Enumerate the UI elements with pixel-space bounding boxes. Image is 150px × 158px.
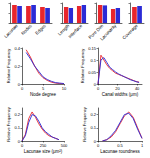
svg-text:40: 40 bbox=[135, 86, 140, 91]
svg-text:1: 1 bbox=[141, 143, 144, 148]
svg-text:Lacunae roundness: Lacunae roundness bbox=[100, 149, 140, 154]
svg-text:0: 0 bbox=[21, 86, 24, 91]
svg-text:Length: Length bbox=[57, 23, 71, 37]
svg-text:0: 0 bbox=[97, 86, 100, 91]
svg-text:0.2: 0.2 bbox=[14, 64, 20, 69]
svg-text:Relative Frequency: Relative Frequency bbox=[6, 49, 11, 83]
svg-text:0.2: 0.2 bbox=[90, 112, 96, 117]
svg-text:Nodes: Nodes bbox=[20, 23, 33, 36]
svg-text:0.4: 0.4 bbox=[14, 46, 20, 51]
svg-text:0: 0 bbox=[21, 143, 24, 148]
svg-text:0.2: 0.2 bbox=[14, 112, 20, 117]
svg-text:0.1: 0.1 bbox=[90, 125, 96, 130]
svg-text:Lacunae: Lacunae bbox=[3, 23, 19, 39]
svg-text:500: 500 bbox=[61, 143, 68, 148]
svg-text:10: 10 bbox=[62, 86, 67, 91]
svg-text:0.15: 0.15 bbox=[88, 46, 97, 51]
svg-text:0: 0 bbox=[17, 81, 20, 87]
svg-text:0: 0 bbox=[93, 81, 96, 87]
svg-text:Relative Frequency: Relative Frequency bbox=[6, 107, 11, 141]
svg-text:0: 0 bbox=[17, 138, 20, 144]
svg-text:5: 5 bbox=[42, 86, 45, 91]
svg-text:250: 250 bbox=[40, 143, 47, 148]
svg-text:Canal widths (μm): Canal widths (μm) bbox=[102, 92, 139, 97]
svg-text:0.5: 0.5 bbox=[117, 143, 123, 148]
svg-text:0: 0 bbox=[97, 143, 100, 148]
svg-text:0: 0 bbox=[93, 138, 96, 144]
svg-text:Relative Frequency: Relative Frequency bbox=[80, 49, 85, 83]
svg-text:Interface: Interface bbox=[67, 23, 83, 39]
svg-text:Node degree: Node degree bbox=[30, 92, 57, 97]
svg-text:Edges: Edges bbox=[34, 23, 47, 36]
svg-text:Coverage: Coverage bbox=[121, 23, 139, 41]
svg-text:Lacunarity: Lacunarity bbox=[99, 23, 118, 42]
svg-text:0.1: 0.1 bbox=[90, 58, 96, 63]
svg-text:20: 20 bbox=[115, 86, 120, 91]
svg-text:Relative Frequency: Relative Frequency bbox=[82, 107, 87, 141]
svg-text:Pore Dim: Pore Dim bbox=[87, 23, 105, 40]
svg-text:0.1: 0.1 bbox=[14, 125, 20, 130]
svg-text:Lacunae size (μm²): Lacunae size (μm²) bbox=[24, 149, 63, 154]
svg-text:0.05: 0.05 bbox=[88, 70, 97, 75]
